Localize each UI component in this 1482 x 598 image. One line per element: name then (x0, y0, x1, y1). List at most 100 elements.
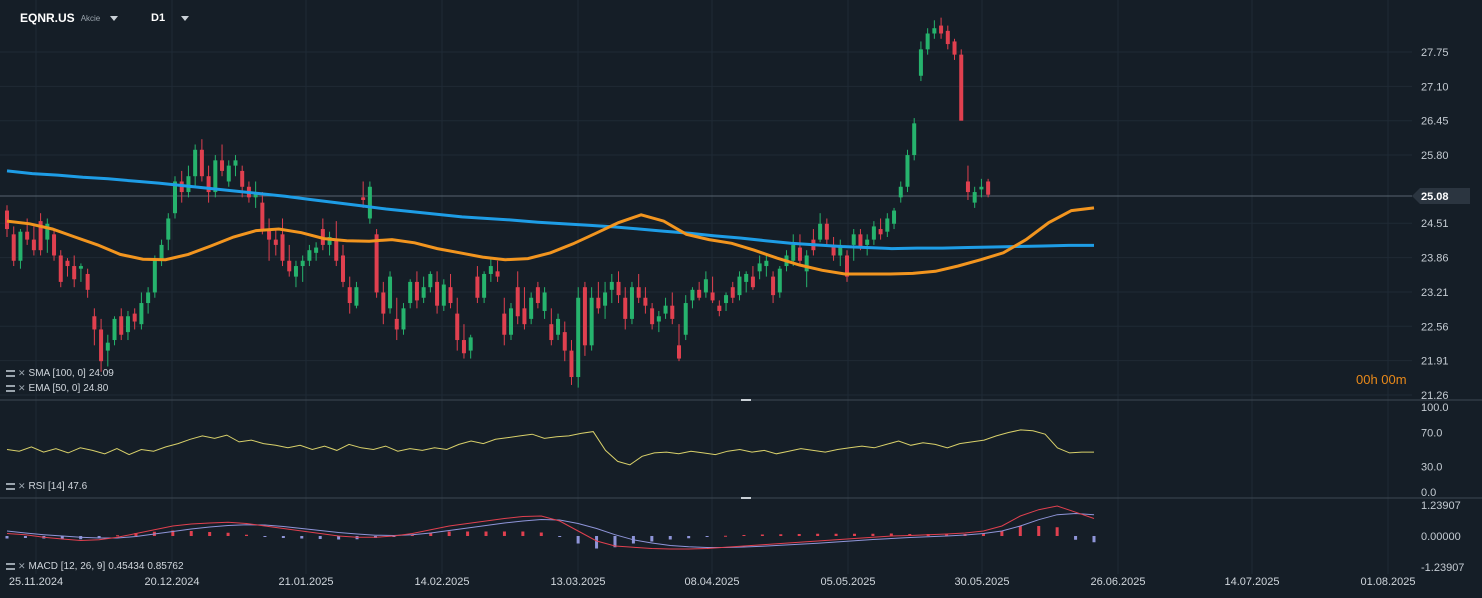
candle-body (307, 250, 312, 261)
rsi-line (6, 429, 1094, 466)
macd-hist-bar (576, 536, 580, 544)
candle-body (757, 263, 762, 272)
rsi-tick-label: 0.0 (1421, 487, 1436, 499)
candle-body (11, 234, 16, 261)
candle-body (152, 260, 157, 293)
price-tick-label: 27.75 (1421, 47, 1449, 59)
candle-body (267, 229, 272, 240)
candle-body (979, 186, 984, 190)
price-tick-label: 22.56 (1421, 321, 1449, 333)
menu-icon[interactable] (6, 483, 15, 490)
candle-body (441, 284, 446, 306)
candle-body (159, 244, 164, 261)
candle-body (226, 165, 231, 182)
candle-body (374, 234, 379, 293)
macd-hist-bar (1037, 525, 1041, 536)
candle-body (710, 292, 715, 301)
candle-body (690, 289, 695, 301)
candle-body (92, 316, 97, 330)
candle-body (616, 281, 621, 296)
candle-body (213, 160, 218, 193)
macd-hist-bar (613, 536, 617, 548)
candle-body (300, 260, 305, 267)
candle-body (569, 350, 574, 378)
candle-body (959, 54, 964, 121)
candle-body (663, 305, 668, 314)
macd-hist-bar (687, 536, 691, 539)
macd-label: MACD [12, 26, 9] (28, 561, 106, 572)
time-tick-label: 21.01.2025 (278, 576, 333, 588)
candle-body (85, 273, 90, 290)
macd-hist-bar (834, 533, 838, 536)
macd-hist-bar (852, 533, 856, 536)
price-tick-label: 26.45 (1421, 116, 1449, 128)
menu-icon[interactable] (6, 370, 15, 377)
candle-body (858, 234, 863, 248)
macd-hist-bar (208, 531, 212, 536)
close-icon[interactable]: ✕ (18, 383, 26, 393)
candle-body (965, 181, 970, 193)
macd-value-2: 0.85762 (147, 561, 184, 572)
candle-body (737, 276, 742, 296)
candle-body (173, 181, 177, 214)
candle-body (394, 318, 399, 330)
menu-icon[interactable] (6, 563, 15, 570)
candle-body (435, 281, 440, 306)
candle-body (428, 273, 433, 288)
price-tick-label: 27.10 (1421, 81, 1449, 93)
candle-body (280, 234, 285, 261)
time-tick-label: 26.06.2025 (1090, 576, 1145, 588)
candle-body (905, 155, 910, 187)
chevron-down-icon (181, 15, 190, 21)
candle-body (495, 271, 500, 277)
candle-body (898, 186, 903, 198)
candle-body (582, 287, 587, 346)
candle-body (522, 308, 527, 325)
candle-body (273, 239, 278, 245)
pane-handle-rsi[interactable] (741, 399, 751, 401)
candle-body (381, 292, 386, 314)
candle-body (354, 287, 359, 306)
candle-body (643, 297, 648, 306)
candle-body (918, 49, 923, 76)
macd-hist-bar (908, 533, 912, 536)
macd-legend[interactable]: ✕ MACD [12, 26, 9] 0.45434 0.85762 (6, 561, 184, 572)
macd-hist-bar (521, 531, 525, 536)
sma-legend[interactable]: ✕ SMA [100, 0] 24.09 (6, 368, 114, 379)
candle-body (529, 297, 534, 319)
menu-icon[interactable] (6, 385, 15, 392)
macd-hist-bar (484, 531, 488, 536)
candle-body (818, 223, 823, 240)
timeframe-selector[interactable]: D1 (151, 9, 190, 27)
macd-hist-bar (263, 536, 267, 538)
sma-value: 24.09 (88, 368, 114, 379)
macd-hist-bar (502, 531, 506, 536)
candle-body (233, 160, 238, 166)
candle-body (912, 123, 917, 156)
candle-body (112, 318, 117, 341)
candle-timer: 00h 00m (1356, 372, 1407, 387)
pane-handle-macd[interactable] (741, 497, 751, 499)
candle-body (831, 244, 836, 256)
candle-body (636, 287, 641, 298)
close-icon[interactable]: ✕ (18, 368, 26, 378)
close-icon[interactable]: ✕ (18, 481, 26, 491)
rsi-legend[interactable]: ✕ RSI [14] 47.6 (6, 481, 87, 492)
candle-body (206, 176, 211, 193)
candle-body (293, 266, 298, 277)
candle-body (367, 186, 372, 219)
candle-body (542, 292, 547, 311)
candle-body (408, 281, 413, 304)
close-icon[interactable]: ✕ (18, 561, 26, 571)
candle-body (475, 276, 480, 298)
candle-body (656, 316, 661, 322)
candle-body (327, 236, 332, 245)
ema-line (6, 206, 1095, 276)
ema-legend[interactable]: ✕ EMA [50, 0] 24.80 (6, 383, 108, 394)
candle-body (777, 268, 782, 293)
macd-hist-bar (60, 536, 64, 540)
time-tick-label: 30.05.2025 (954, 576, 1009, 588)
symbol-name: EQNR.US (20, 11, 75, 25)
symbol-selector[interactable]: EQNR.US Akcie (20, 9, 119, 27)
time-tick-label: 08.04.2025 (684, 576, 739, 588)
